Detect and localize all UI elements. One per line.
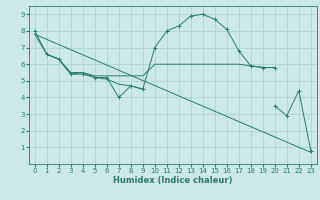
X-axis label: Humidex (Indice chaleur): Humidex (Indice chaleur) (113, 176, 233, 185)
